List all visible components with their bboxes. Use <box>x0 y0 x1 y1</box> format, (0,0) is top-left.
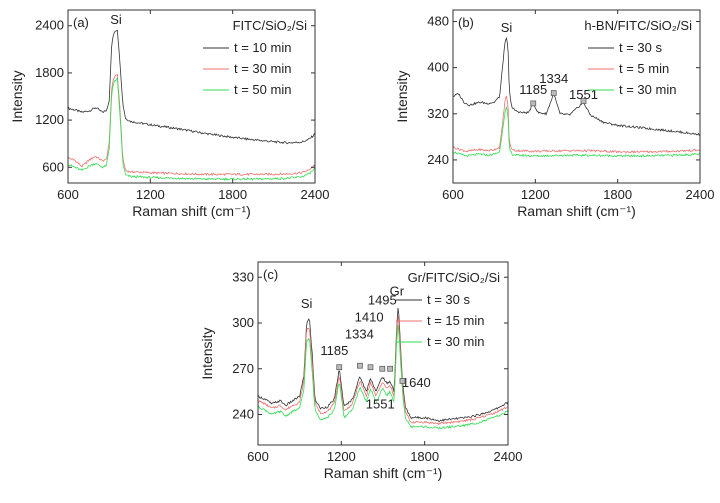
series-line-3 <box>67 77 316 181</box>
peak-label: 1334 <box>345 326 374 341</box>
sample-label: FITC/SiO₂/Si <box>233 18 307 33</box>
y-tick-label: 1200 <box>35 112 64 127</box>
chart-panel-2: 600 1200 1800 2400 240 320 400 480 Raman shift (… <box>394 9 715 219</box>
x-tick-label: 1200 <box>521 187 550 202</box>
legend-entry: t = 5 min <box>619 61 669 76</box>
y-axis-label: Intensity <box>394 70 410 122</box>
series-line-3 <box>452 105 701 158</box>
plot-frame <box>257 261 509 446</box>
legend-entry: t = 30 min <box>234 61 291 76</box>
series-line-1 <box>257 307 509 422</box>
peak-marker <box>399 378 406 384</box>
peak-marker <box>580 98 587 104</box>
peak-label: Si <box>301 296 313 311</box>
peak-marker <box>336 364 343 371</box>
legend-entry: t = 50 min <box>234 82 291 97</box>
series-line-3 <box>257 325 509 430</box>
y-axis-label: Intensity <box>9 70 25 122</box>
y-tick-label: 2400 <box>35 18 64 33</box>
peak-label: Si <box>501 20 513 35</box>
x-axis-label: Raman shift (cm⁻¹) <box>132 203 251 219</box>
sample-label: Gr/FITC/SiO₂/Si <box>408 270 501 285</box>
peak-marker <box>550 90 557 96</box>
series-line-2 <box>257 316 509 426</box>
x-tick-label: 2400 <box>301 187 330 202</box>
panel-label: (c) <box>263 267 278 282</box>
legend-entry: t = 30 min <box>619 82 676 97</box>
y-tick-label: 480 <box>427 14 449 29</box>
y-tick-label: 1800 <box>35 65 64 80</box>
peak-marker <box>387 365 393 372</box>
series-line-1 <box>67 29 316 145</box>
y-tick-label: 320 <box>427 106 449 121</box>
peak-label: 1640 <box>402 375 431 390</box>
y-tick-label: 300 <box>232 315 254 330</box>
peak-label: 1551 <box>366 396 395 411</box>
chart-panel-3: 600 1200 1800 2400 240 270 300 330 Raman shift (… <box>199 261 523 481</box>
peak-label: 1185 <box>519 82 547 97</box>
x-tick-label: 2400 <box>686 187 715 202</box>
legend-entry: t = 30 s <box>619 40 662 55</box>
panel-label: (b) <box>458 15 474 30</box>
x-axis-label: Raman shift (cm⁻¹) <box>517 203 636 219</box>
x-tick-label: 1800 <box>410 449 439 464</box>
y-tick-label: 330 <box>232 269 254 284</box>
x-tick-label: 600 <box>247 449 269 464</box>
x-axis-label: Raman shift (cm⁻¹) <box>324 465 443 481</box>
legend-entry: t = 30 min <box>427 334 484 349</box>
x-tick-label: 2400 <box>494 449 523 464</box>
peak-marker <box>379 365 386 372</box>
x-tick-label: 1800 <box>218 187 247 202</box>
y-tick-label: 600 <box>42 159 64 174</box>
peak-label: Gr <box>390 284 405 299</box>
x-tick-label: 600 <box>57 187 79 202</box>
series-line-1 <box>452 36 701 136</box>
peak-label: 1334 <box>539 71 568 86</box>
peak-label: 1495 <box>368 293 397 308</box>
peak-label: 1410 <box>355 309 384 324</box>
y-tick-label: 400 <box>427 60 449 75</box>
series-line-2 <box>452 95 701 154</box>
y-tick-label: 240 <box>232 407 254 422</box>
x-tick-label: 1200 <box>136 187 165 202</box>
legend-entry: t = 10 min <box>234 40 291 55</box>
plot-frame <box>67 9 316 184</box>
panel-label: (a) <box>73 15 89 30</box>
peak-label: 1551 <box>569 87 598 102</box>
legend-entry: t = 30 s <box>427 292 470 307</box>
peak-marker <box>530 100 537 107</box>
x-tick-label: 1800 <box>603 187 632 202</box>
y-axis-label: Intensity <box>199 327 215 379</box>
legend-entry: t = 15 min <box>427 313 484 328</box>
plot-frame <box>452 9 701 184</box>
chart-panel-1: 600 1200 1800 2400 600 1200 1800 2400 Raman shif… <box>9 9 330 219</box>
x-tick-label: 1200 <box>327 449 356 464</box>
peak-label: Si <box>110 12 122 27</box>
x-tick-label: 600 <box>442 187 464 202</box>
peak-label: 1185 <box>320 343 348 358</box>
y-tick-label: 270 <box>232 361 254 376</box>
peak-marker <box>367 364 374 371</box>
sample-label: h-BN/FITC/SiO₂/Si <box>584 18 692 33</box>
y-tick-label: 240 <box>427 152 449 167</box>
peak-marker <box>357 362 363 369</box>
